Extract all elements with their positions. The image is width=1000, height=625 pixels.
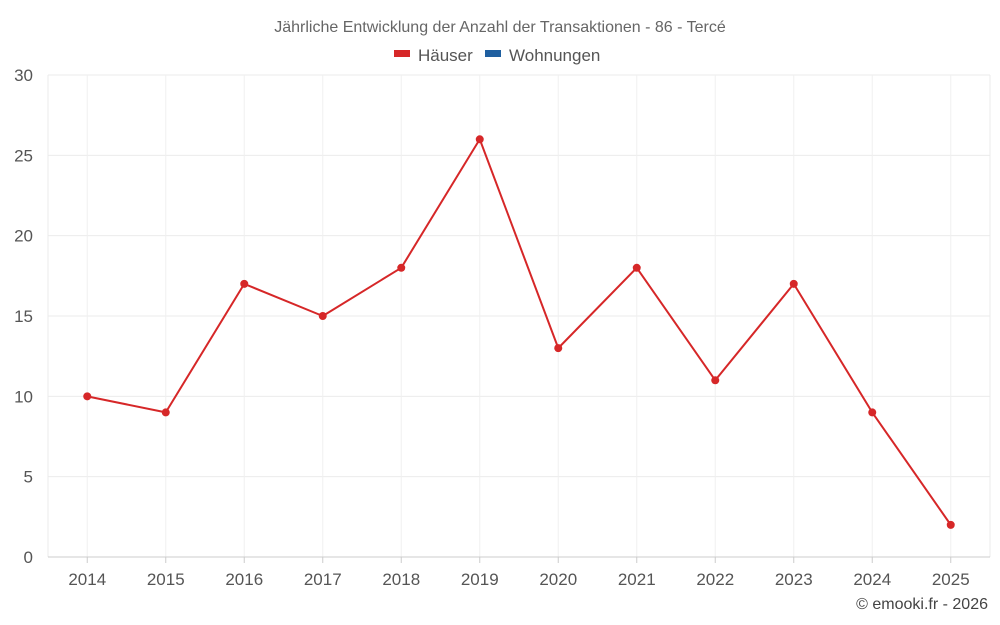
x-tick-label: 2015 [147,570,185,589]
data-point[interactable] [240,279,249,288]
legend-swatch-haeuser [394,50,410,57]
y-tick-label: 30 [14,66,33,85]
x-tick-label: 2021 [618,570,656,589]
x-tick-label: 2025 [932,570,970,589]
data-point[interactable] [789,279,798,288]
data-point[interactable] [711,376,720,385]
data-point[interactable] [868,408,877,417]
y-tick-label: 0 [24,548,33,567]
y-tick-label: 25 [14,146,33,165]
y-axis-ticks: 0 5 10 15 20 25 30 [14,66,33,567]
data-point[interactable] [632,263,641,272]
data-point[interactable] [397,263,406,272]
y-tick-label: 10 [14,387,33,406]
credit-text: © emooki.fr - 2026 [856,596,988,613]
grid [47,74,991,557]
legend-label-haeuser: Häuser [418,46,473,65]
legend-item-haeuser[interactable]: Häuser [394,46,473,65]
data-point[interactable] [946,520,955,529]
data-point[interactable] [318,312,327,320]
y-tick-label: 20 [14,227,33,246]
data-point[interactable] [475,135,484,144]
x-tick-label: 2018 [382,570,420,589]
x-axis-ticks: 2014 2015 2016 2017 2018 2019 2020 2021 2022 2023… [68,557,970,589]
legend: Häuser Wohnungen [394,46,600,65]
data-point[interactable] [83,392,92,401]
x-tick-label: 2023 [775,570,813,589]
x-tick-label: 2016 [225,570,263,589]
data-point[interactable] [161,408,170,417]
legend-swatch-wohnungen [485,50,501,57]
x-tick-label: 2017 [304,570,342,589]
x-tick-label: 2014 [68,570,106,589]
legend-label-wohnungen: Wohnungen [509,46,600,65]
x-tick-label: 2020 [539,570,577,589]
series-line [87,138,952,526]
series-haeuser [83,135,955,529]
x-tick-label: 2022 [696,570,734,589]
x-tick-label: 2024 [853,570,891,589]
y-tick-label: 5 [24,468,33,487]
y-tick-label: 15 [14,307,33,326]
chart-title: Jährliche Entwicklung der Anzahl der Tra… [274,19,726,36]
legend-item-wohnungen[interactable]: Wohnungen [485,46,600,65]
data-point[interactable] [554,344,563,353]
x-tick-label: 2019 [461,570,499,589]
